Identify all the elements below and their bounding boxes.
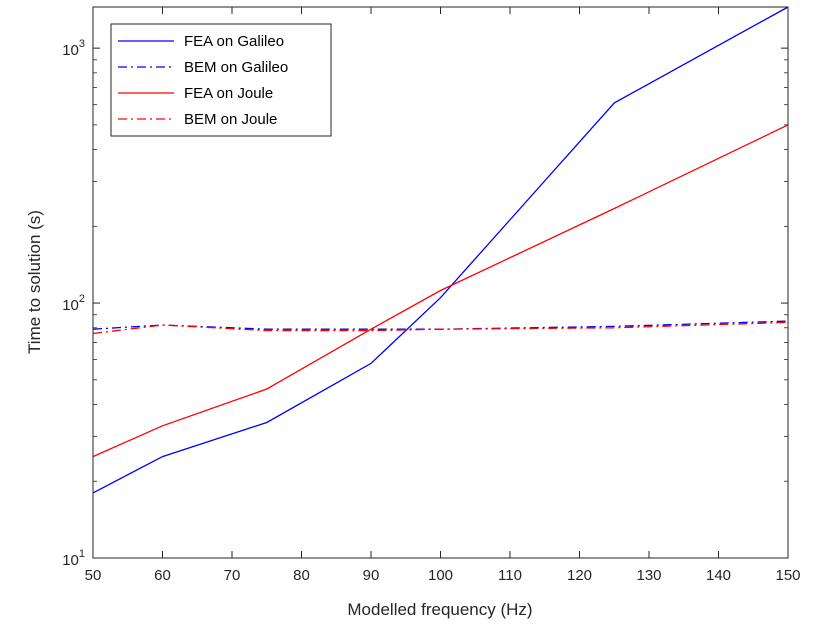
legend-label: FEA on Galileo <box>184 33 284 50</box>
x-tick-label: 130 <box>636 567 661 584</box>
tick-labels-layer: 50 60 70 80 90 100 110 120 130 140 150 101 102 103 <box>62 38 800 584</box>
legend-label: BEM on Galileo <box>184 59 288 76</box>
x-tick-label: 120 <box>567 567 592 584</box>
x-tick-label: 100 <box>428 567 453 584</box>
plot-frame <box>92 6 789 559</box>
x-axis-label: Modelled frequency (Hz) <box>347 600 532 619</box>
y-axis-label: Time to solution (s) <box>25 210 44 354</box>
series-line-fea-on-joule <box>92 124 789 458</box>
series-line-bem-on-galileo <box>92 320 789 330</box>
legend-label: BEM on Joule <box>184 111 277 128</box>
x-tick-label: 90 <box>363 567 380 584</box>
legend: FEA on Galileo BEM on Galileo FEA on Joule… <box>110 23 332 137</box>
x-tick-label: 110 <box>498 567 522 584</box>
x-tick-label: 140 <box>706 567 731 584</box>
series-line-fea-on-galileo <box>92 6 789 494</box>
legend-label: FEA on Joule <box>184 85 273 102</box>
x-tick-label: 80 <box>293 567 310 584</box>
y-tick-label: 102 <box>62 293 85 314</box>
x-tick-label: 50 <box>85 567 102 584</box>
x-tick-label: 60 <box>154 567 171 584</box>
legend-box <box>110 23 332 137</box>
x-tick-label: 150 <box>775 567 800 584</box>
series-line-bem-on-joule <box>92 321 789 335</box>
x-tick-label: 70 <box>224 567 241 584</box>
y-tick-label: 103 <box>62 38 85 59</box>
ticks-layer <box>92 7 789 559</box>
series-layer <box>92 6 789 494</box>
y-tick-label: 101 <box>62 548 85 569</box>
